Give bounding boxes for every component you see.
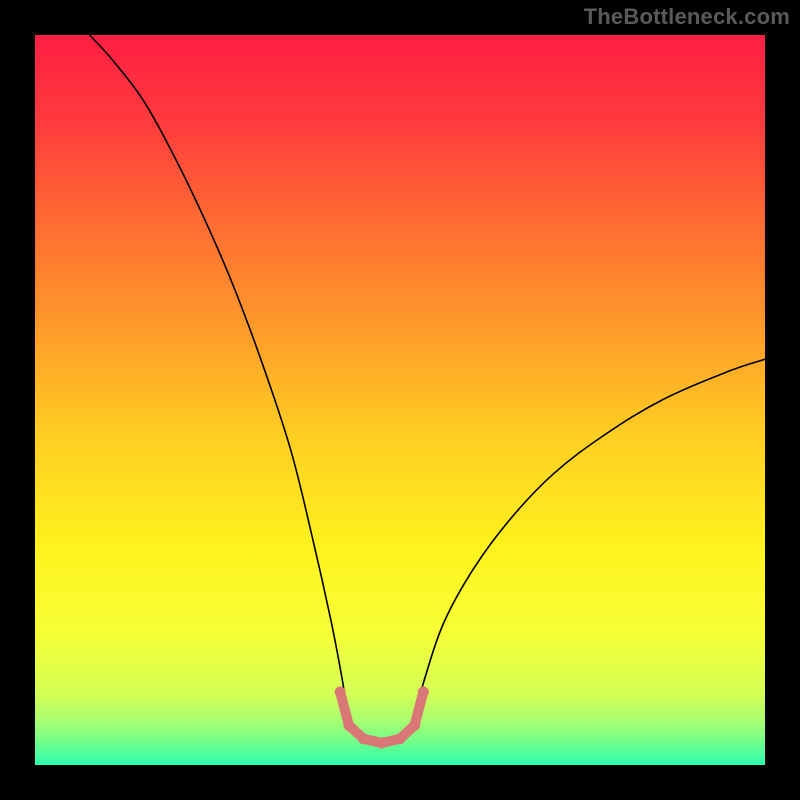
optimal-range-dot bbox=[343, 720, 354, 731]
watermark-text: TheBottleneck.com bbox=[584, 4, 790, 30]
bottleneck-chart bbox=[0, 0, 800, 800]
optimal-range-dot bbox=[376, 738, 387, 749]
optimal-range-dot bbox=[409, 720, 420, 731]
optimal-range-dot bbox=[418, 687, 429, 698]
optimal-range-dot bbox=[335, 687, 346, 698]
optimal-range-dot bbox=[395, 733, 406, 744]
optimal-range-dot bbox=[358, 733, 369, 744]
plot-background bbox=[35, 35, 765, 765]
